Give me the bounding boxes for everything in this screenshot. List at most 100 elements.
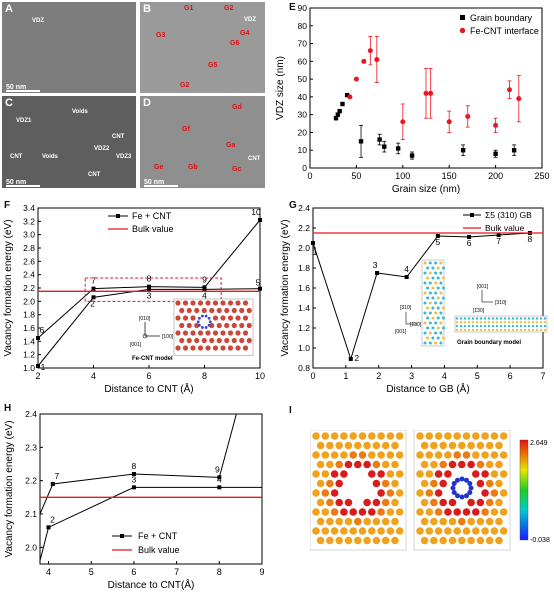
fe-atom <box>235 315 241 321</box>
y-tick-label: 1.8 <box>23 310 35 320</box>
y-tick-label: 2.6 <box>23 256 35 266</box>
fe-atom <box>472 527 480 535</box>
y-tick-label: 40 <box>298 92 308 102</box>
fe-atom <box>391 498 399 507</box>
gb-atom <box>434 291 438 295</box>
axis-label-001: [001] <box>130 342 142 348</box>
fe-atom <box>209 307 215 314</box>
data-point-square <box>344 92 350 98</box>
gb-atom <box>527 328 531 332</box>
data-point-square <box>460 148 466 153</box>
fe-atom <box>246 322 252 329</box>
fe-atom <box>458 460 466 469</box>
fe-atom <box>476 460 485 469</box>
gb-atom <box>527 324 531 328</box>
gb-atom <box>463 321 467 324</box>
legend-label: Fe + CNT <box>138 531 178 541</box>
fe-atom <box>453 527 461 535</box>
y-tick-label: 1.4 <box>23 336 35 346</box>
point-label: 2 <box>90 298 95 308</box>
fe-atom <box>377 508 385 516</box>
data-point-square <box>409 153 415 158</box>
fe-atom <box>425 432 434 440</box>
gb-atom <box>467 321 471 324</box>
axis-label: [310] <box>495 300 507 306</box>
cnt-atom <box>455 493 460 499</box>
label-g2: G2 <box>180 82 190 89</box>
fe-atom <box>495 460 503 469</box>
point-label: 8 <box>132 461 137 471</box>
fe-atom <box>227 300 234 306</box>
fe-atom <box>395 451 404 459</box>
fe-atom <box>416 451 424 459</box>
gb-atom <box>434 331 438 335</box>
label-vdz2: VDZ2 <box>94 146 110 152</box>
gb-atom <box>487 328 491 332</box>
fe-atom <box>363 460 371 469</box>
fe-atom <box>224 307 230 314</box>
fe-atom <box>197 300 204 306</box>
data-point-square <box>377 137 382 142</box>
point-label: 7 <box>91 276 96 286</box>
legend-marker <box>460 15 465 20</box>
colorbar <box>519 439 529 541</box>
inset-label: Fe-CNT model <box>132 356 173 362</box>
gb-atom <box>459 328 463 332</box>
gb-atom <box>503 321 507 324</box>
gb-atom <box>515 321 519 324</box>
gb-atom <box>499 328 503 332</box>
fe-atom <box>391 517 399 526</box>
fe-atom <box>499 527 508 535</box>
point-label: 4 <box>404 264 409 274</box>
data-point <box>91 286 96 291</box>
fe-atom <box>340 527 348 535</box>
tem-panel-c: C VDZ1 Voids CNT Voids CNT VDZ2 VDZ3 CNT… <box>2 96 136 188</box>
tem-panel-a: A VDZ 50 nm <box>2 2 136 93</box>
gb-atom <box>491 321 495 324</box>
gb-atom <box>539 317 543 320</box>
data-point <box>375 271 380 275</box>
fe-atom <box>420 460 429 469</box>
fe-atom <box>368 451 376 459</box>
fe-atom <box>190 315 196 321</box>
gb-atom <box>423 321 427 325</box>
point-label: 5 <box>256 278 261 288</box>
label-ga: Ga <box>226 142 236 149</box>
point-label: 1 <box>41 362 46 372</box>
fe-atom <box>425 508 434 516</box>
x-tick-label: 8 <box>202 371 207 381</box>
cnt-atom <box>208 320 212 324</box>
gb-atom <box>436 296 440 300</box>
data-point <box>404 275 409 279</box>
axis-label: [001] <box>477 284 489 290</box>
fe-atom <box>372 441 381 450</box>
fe-atom <box>448 460 457 469</box>
fe-atom <box>205 300 211 306</box>
fe-atom <box>381 479 390 488</box>
inset-label: Grain boundary model <box>457 340 521 346</box>
fe-atom <box>326 460 334 469</box>
gb-atom <box>499 317 503 320</box>
panel-label-h: H <box>4 403 12 414</box>
point-label: 5 <box>435 237 440 247</box>
scale-label-a: 50 nm <box>6 84 27 91</box>
label-g6: G6 <box>230 40 240 47</box>
fe-atom <box>448 498 457 507</box>
cnt-atom <box>455 477 460 483</box>
gb-atom <box>436 316 440 320</box>
fe-atom <box>381 441 390 450</box>
gb-atom <box>442 276 445 280</box>
fe-atom <box>381 498 390 507</box>
data-point-circle <box>374 57 380 63</box>
gb-atom <box>455 328 459 332</box>
fe-atom <box>330 527 339 535</box>
fe-atom <box>227 330 234 336</box>
data-point-circle <box>507 87 513 93</box>
data-point-circle <box>465 113 471 119</box>
gb-atom <box>531 328 535 332</box>
gb-atom <box>519 321 523 324</box>
gb-atom <box>503 324 507 328</box>
gb-atom <box>483 328 487 332</box>
gb-atom <box>434 261 438 265</box>
data-point-circle <box>493 122 499 128</box>
